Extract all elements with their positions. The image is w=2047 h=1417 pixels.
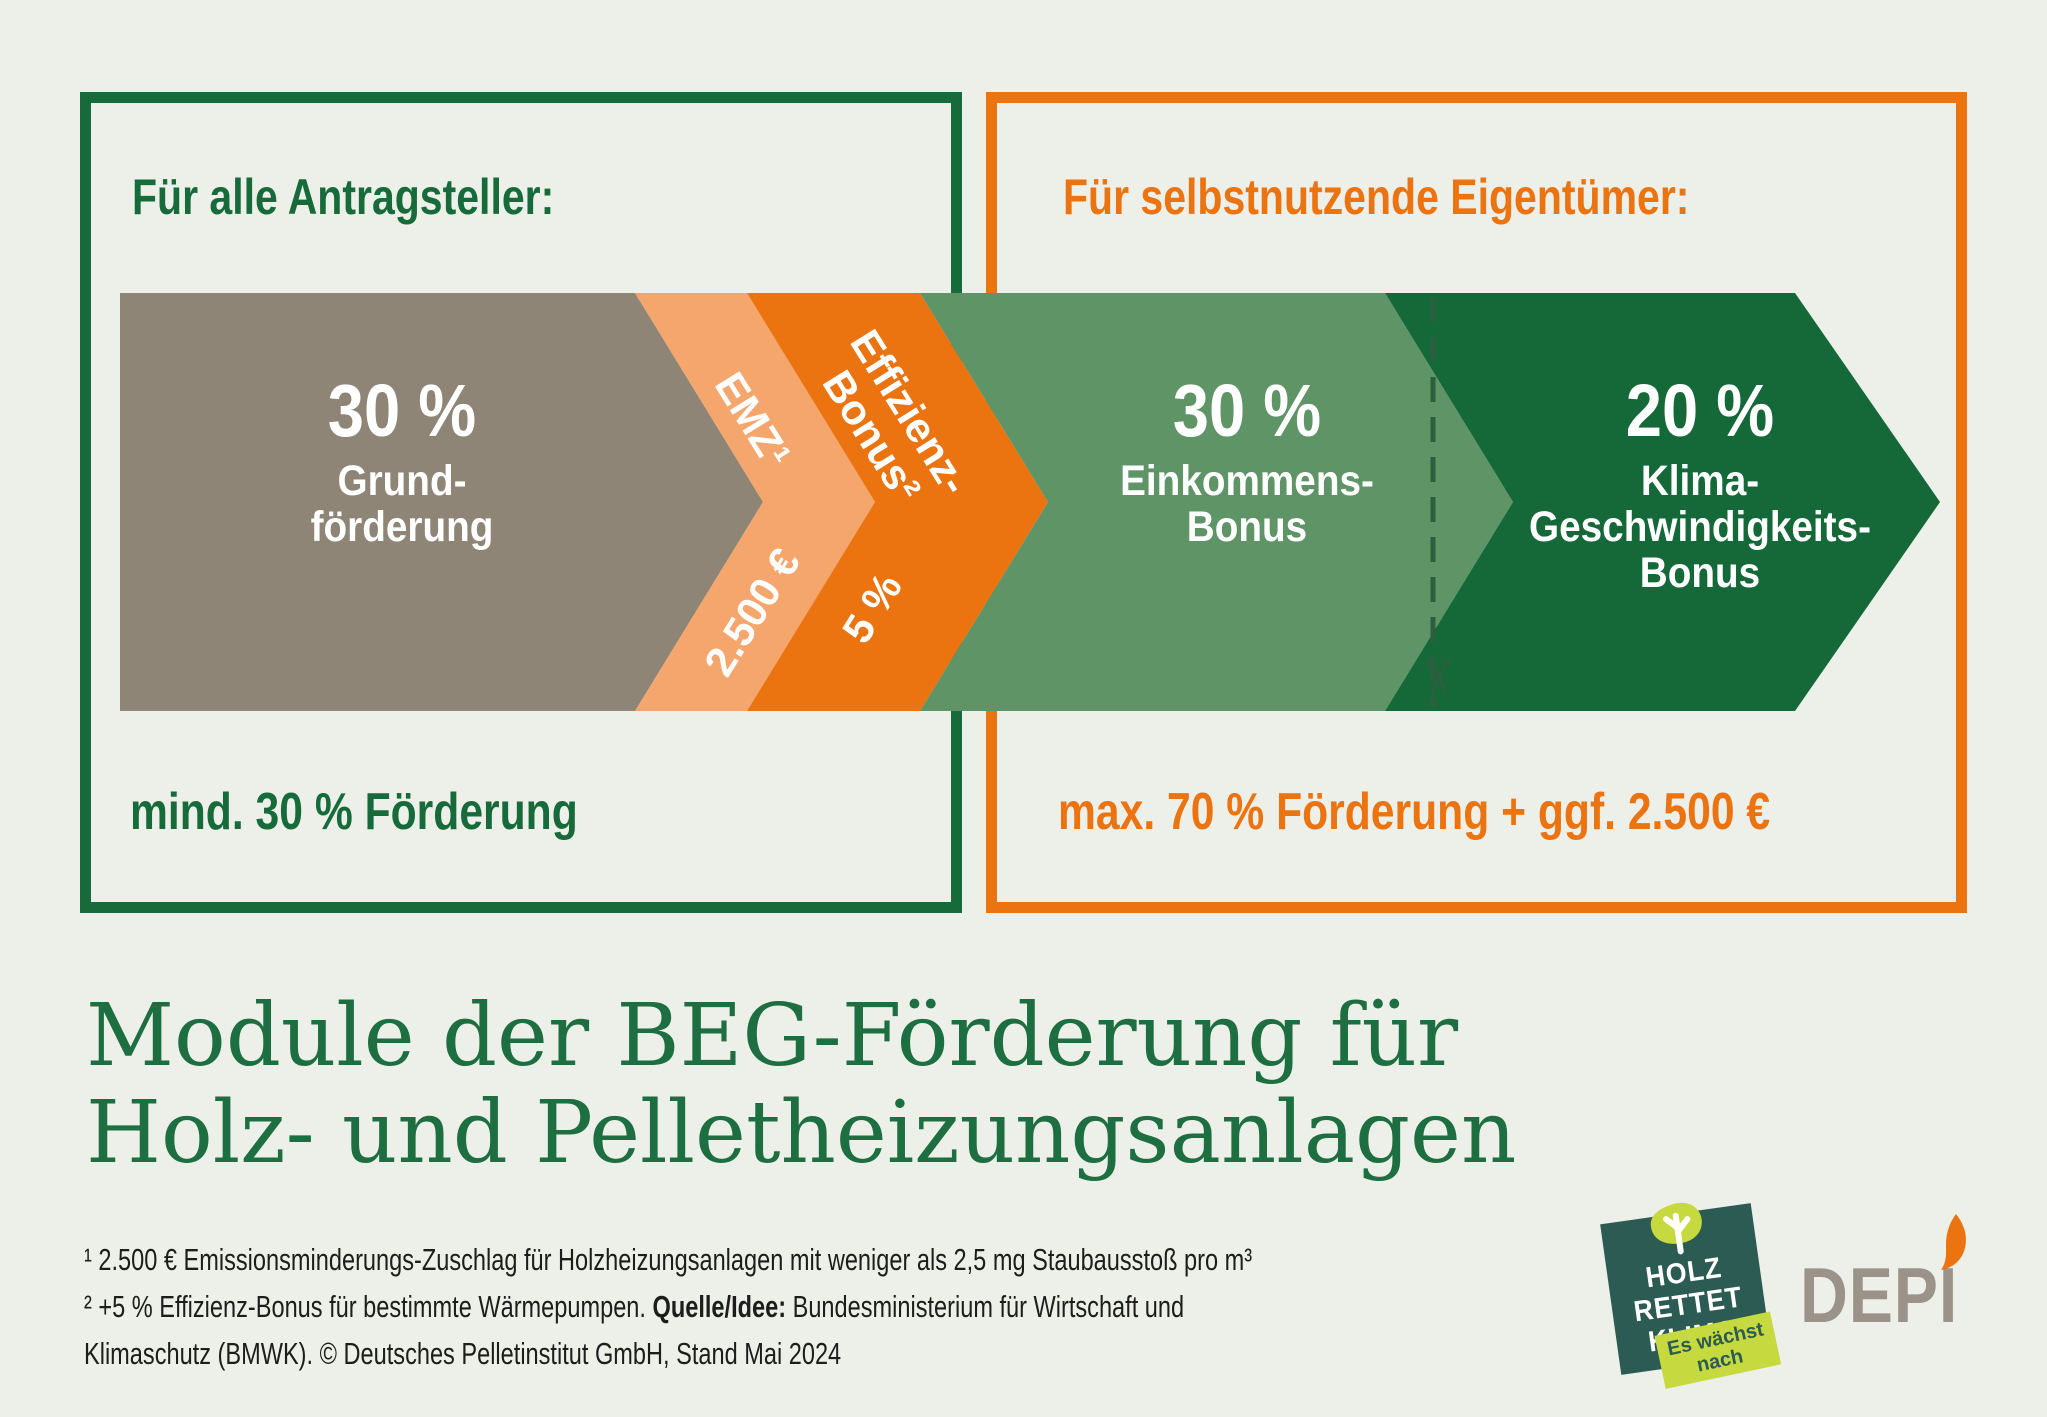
grundfoerderung-label-line: förderung xyxy=(310,503,494,551)
tree-icon xyxy=(1650,1202,1702,1255)
footnote-2-text: Bundesministerium für Wirtschaft und xyxy=(786,1289,1185,1324)
grundfoerderung-label-line: Grund- xyxy=(337,457,467,505)
klima-geschwindigkeits-bonus-arrow-shape xyxy=(1385,293,1940,711)
einkommens-bonus-arrow-shape xyxy=(920,293,1513,711)
module-klima-geschwindigkeits-bonus: 20 % Klima- Geschwindigkeits- Bonus xyxy=(1510,369,1890,597)
right-panel-summary: max. 70 % Förderung + ggf. 2.500 € xyxy=(1058,783,1771,841)
klima-bonus-label-line: Klima- xyxy=(1640,457,1760,505)
grundfoerderung-percent: 30 % xyxy=(327,369,477,452)
page-title-line: Holz- und Pelletheizungsanlagen xyxy=(86,1083,1517,1183)
footnote-3: Klimaschutz (BMWK). © Deutsches Pelletin… xyxy=(84,1336,842,1371)
footnote-2: ² +5 % Effizienz-Bonus für bestimmte Wär… xyxy=(84,1283,1252,1330)
left-panel-header: Für alle Antragsteller: xyxy=(132,169,555,225)
left-panel-summary: mind. 30 % Förderung xyxy=(130,783,578,841)
scissors-icon: ✂ xyxy=(1407,656,1467,700)
footnote-1: ¹ 2.500 € Emissionsminderungs-Zuschlag f… xyxy=(84,1242,1253,1277)
footnotes: ¹ 2.500 € Emissionsminderungs-Zuschlag f… xyxy=(84,1236,1252,1377)
klima-bonus-percent: 20 % xyxy=(1625,369,1775,452)
right-panel-header: Für selbstnutzende Eigentümer: xyxy=(1063,169,1690,225)
depi-flame-icon xyxy=(1941,1214,1966,1270)
einkommens-bonus-label-line: Einkommens- xyxy=(1120,457,1374,505)
footnote-source-label: Quelle/Idee: xyxy=(652,1289,787,1324)
klima-bonus-label-line: Bonus xyxy=(1639,549,1761,597)
klima-bonus-label-line: Geschwindigkeits- xyxy=(1529,503,1871,551)
grundfoerderung-arrow-shape xyxy=(120,293,763,711)
depi-logo: DEPI xyxy=(1800,1251,1959,1339)
emz-stripe-shape xyxy=(635,293,875,711)
einkommens-bonus-label-line: Bonus xyxy=(1186,503,1308,551)
holz-rettet-klima-logo: HOLZ RETTET KLIMA Es wächst nach xyxy=(1600,1202,1781,1389)
footnote-2-text: ² +5 % Effizienz-Bonus für bestimmte Wär… xyxy=(84,1289,653,1324)
page-title-line: Module der BEG-Förderung für xyxy=(86,986,1459,1086)
einkommens-bonus-percent: 30 % xyxy=(1172,369,1322,452)
page-title: Module der BEG-Förderung für Holz- und P… xyxy=(86,988,1516,1182)
effizienz-bonus-stripe-shape xyxy=(747,293,1048,711)
module-grundfoerderung: 30 % Grund- förderung xyxy=(300,369,503,551)
module-einkommens-bonus: 30 % Einkommens- Bonus xyxy=(1106,369,1388,551)
